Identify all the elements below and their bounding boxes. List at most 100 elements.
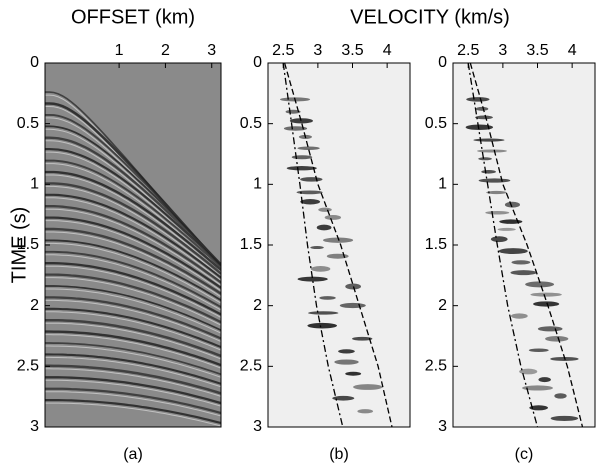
semblance-peak [554, 393, 567, 399]
reflection-halo [45, 208, 221, 286]
reflection-halo [45, 185, 221, 277]
semblance-peak [478, 157, 492, 161]
semblance-peak [353, 384, 383, 390]
semblance-peak [332, 395, 355, 401]
y-tick-label: 0 [438, 54, 447, 71]
y-tick-label: 3 [30, 418, 39, 435]
reflection-event [45, 148, 221, 267]
spectrum-background [268, 63, 410, 427]
x-tick-label: 3.5 [526, 42, 548, 59]
semblance-peak [477, 149, 507, 153]
panel-caption: (c) [515, 446, 534, 463]
reflection-halo [45, 379, 221, 407]
reflection-event [45, 193, 221, 279]
velocity-bound [282, 63, 344, 427]
semblance-peak [324, 215, 342, 220]
reflection-event [45, 330, 221, 367]
reflection-event [45, 227, 221, 295]
semblance-peak [297, 146, 320, 150]
x-tick-label: 2.5 [272, 42, 294, 59]
semblance-peak [291, 155, 313, 160]
semblance-peak [289, 118, 314, 124]
y-tick-label: 0.5 [425, 115, 447, 132]
x-tick-label: 2.5 [457, 42, 479, 59]
semblance-peak [510, 270, 537, 276]
panel-title: OFFSET (km) [71, 6, 195, 28]
reflection-event [45, 342, 221, 376]
semblance-peak [339, 302, 366, 309]
reflection-halo [45, 277, 221, 326]
reflection-halo [45, 220, 221, 292]
semblance-peak [537, 326, 563, 332]
semblance-peak [310, 266, 331, 272]
x-tick-label: 3.5 [341, 42, 363, 59]
semblance-peak [533, 301, 560, 307]
semblance-peak [352, 336, 373, 341]
x-tick-label: 4 [568, 42, 577, 59]
reflection-event [45, 307, 221, 349]
semblance-peak [319, 296, 336, 300]
x-tick-label: 2 [161, 42, 170, 59]
y-tick-label: 2.5 [240, 358, 262, 375]
semblance-peak [300, 177, 323, 182]
y-tick-label: 3 [253, 418, 262, 435]
reflection-event [45, 273, 221, 324]
velocity-bound [467, 63, 539, 427]
panel-content [268, 63, 410, 427]
reflection-halo [45, 254, 221, 311]
y-tick-label: 3 [438, 418, 447, 435]
semblance-peak [465, 124, 494, 131]
reflection-event [45, 216, 221, 289]
y-tick-label: 0 [30, 54, 39, 71]
y-tick-label: 1 [438, 176, 447, 193]
y-tick-label: 2 [253, 297, 262, 314]
semblance-peak [357, 409, 374, 414]
semblance-peak [486, 190, 507, 195]
reflection-halo [45, 368, 221, 397]
y-tick-label: 1.5 [17, 236, 39, 253]
semblance-peak [338, 349, 355, 354]
panel-content [45, 63, 221, 427]
panel-caption: (b) [329, 446, 349, 463]
reflection-halo [45, 322, 221, 360]
semblance-peak [334, 359, 359, 365]
semblance-peak [529, 405, 548, 411]
velocity-bound [469, 63, 584, 427]
semblance-peak [345, 371, 362, 376]
panel-caption: (a) [123, 446, 143, 463]
reflection-halo [45, 299, 221, 342]
y-tick-label: 1.5 [240, 236, 262, 253]
semblance-peak [316, 224, 332, 231]
semblance-peak [545, 336, 569, 342]
semblance-peak [478, 178, 511, 183]
reflection-event [45, 296, 221, 340]
semblance-peak [550, 415, 579, 421]
y-tick-label: 0 [253, 54, 262, 71]
semblance-peak [283, 126, 308, 131]
semblance-peak [475, 106, 489, 111]
semblance-peak [310, 246, 324, 250]
y-tick-label: 2.5 [17, 358, 39, 375]
semblance-peak [510, 313, 528, 319]
reflection-event [45, 399, 221, 425]
semblance-peak [511, 260, 531, 265]
reflection-halo [45, 391, 221, 417]
reflection-halo [45, 402, 221, 427]
x-tick-label: 3 [207, 42, 216, 59]
x-tick-label: 3 [498, 42, 507, 59]
reflection-event [45, 364, 221, 395]
semblance-peak [525, 281, 555, 288]
reflection-halo [45, 242, 221, 304]
x-tick-label: 1 [115, 42, 124, 59]
semblance-peak [300, 199, 321, 205]
semblance-peak [345, 283, 362, 290]
semblance-peak [485, 210, 510, 215]
semblance-peak [522, 385, 553, 391]
reflection-event [45, 170, 221, 271]
semblance-peak [528, 348, 549, 353]
y-tick-label: 2 [30, 297, 39, 314]
reflection-event [45, 353, 221, 385]
semblance-peak [504, 201, 520, 208]
y-tick-label: 2.5 [425, 358, 447, 375]
y-tick-label: 1.5 [425, 236, 447, 253]
